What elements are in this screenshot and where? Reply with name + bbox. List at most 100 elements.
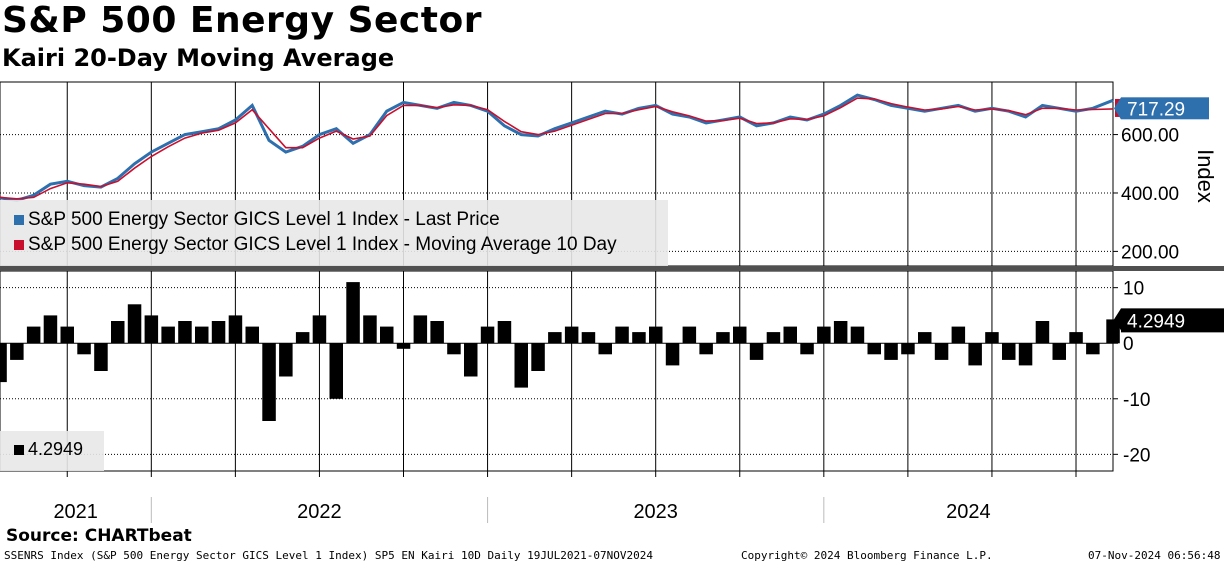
kairi-bar: [363, 315, 377, 344]
legend-item-price[interactable]: S&P 500 Energy Sector GICS Level 1 Index…: [14, 209, 500, 231]
kairi-legend: 4.2949: [0, 431, 104, 471]
legend-label-price: S&P 500 Energy Sector GICS Level 1 Index…: [28, 209, 500, 230]
price-ytick-label: 200.00: [1121, 242, 1179, 263]
kairi-bar: [77, 343, 91, 355]
legend-swatch-price: [14, 214, 24, 225]
moving-average-line: [0, 97, 1114, 200]
kairi-bar: [985, 332, 999, 344]
kairi-bar: [447, 343, 461, 355]
kairi-bar: [144, 315, 159, 344]
kairi-bar: [783, 326, 797, 344]
kairi-bar: [279, 343, 293, 377]
price-value-label: 717.29: [1127, 99, 1185, 120]
legend-swatch-kairi: [14, 445, 24, 456]
kairi-bar: [43, 315, 58, 344]
kairi-bar: [564, 326, 579, 344]
kairi-bar: [1035, 321, 1050, 344]
kairi-bar: [699, 343, 713, 355]
kairi-bar: [26, 326, 41, 344]
kairi-value-badge: [1121, 308, 1224, 333]
kairi-bar: [464, 343, 478, 377]
kairi-bar: [94, 343, 108, 371]
kairi-bar: [598, 343, 612, 355]
kairi-bar: [195, 326, 209, 344]
kairi-bar: [918, 332, 932, 344]
kairi-bar: [312, 315, 327, 344]
source-note: Source: CHARTbeat: [6, 526, 192, 546]
legend-label-kairi: 4.2949: [28, 439, 84, 459]
kairi-bar: [346, 282, 360, 344]
kairi-bar: [800, 343, 814, 355]
price-value-badge: [1121, 97, 1209, 120]
kairi-bar: [749, 343, 764, 360]
price-axis-label: Index: [1193, 149, 1218, 203]
kairi-bar: [951, 326, 966, 344]
kairi-ytick-label: 10: [1123, 279, 1144, 300]
price-legend: S&P 500 Energy Sector GICS Level 1 Index…: [0, 200, 668, 266]
kairi-bar: [817, 326, 831, 344]
kairi-bar: [1018, 343, 1033, 366]
kairi-value-pointer: [1114, 308, 1121, 331]
footer-timestamp: 07-Nov-2024 06:56:48: [1088, 549, 1221, 562]
legend-label-ma: S&P 500 Energy Sector GICS Level 1 Index…: [28, 234, 617, 255]
x-year-label: 2022: [297, 501, 342, 523]
kairi-bar: [1106, 319, 1120, 344]
kairi-bar: [111, 321, 125, 344]
chart-subtitle: Kairi 20-Day Moving Average: [2, 44, 395, 72]
price-value-pointer: [1114, 97, 1121, 120]
kairi-bar: [581, 332, 596, 344]
kairi-bar: [867, 343, 881, 355]
kairi-bar: [413, 315, 428, 344]
panel-separator: [0, 266, 1224, 271]
kairi-bar: [211, 321, 226, 344]
kairi-bar: [531, 343, 545, 371]
kairi-bar: [514, 343, 528, 388]
kairi-bar: [901, 343, 915, 355]
kairi-bar: [1002, 343, 1016, 360]
x-year-label: 2023: [633, 501, 678, 523]
kairi-bar: [60, 326, 74, 344]
kairi-bar: [665, 343, 680, 366]
kairi-bar: [884, 343, 898, 360]
kairi-panel-frame: [0, 270, 1114, 472]
price-ytick-label: 600.00: [1121, 126, 1179, 147]
kairi-bar: [430, 321, 444, 344]
kairi-ytick-label: -20: [1123, 445, 1150, 466]
kairi-bar: [10, 343, 24, 360]
kairi-bar: [632, 332, 646, 344]
x-year-label: 2024: [946, 501, 991, 523]
kairi-bar: [649, 326, 663, 344]
kairi-ytick-label: -10: [1123, 390, 1150, 411]
kairi-bar: [548, 332, 562, 344]
footer-description: SSENRS Index (S&P 500 Energy Sector GICS…: [4, 549, 654, 562]
kairi-bar: [329, 343, 343, 399]
x-year-label: 2021: [53, 501, 98, 523]
kairi-bar: [682, 326, 697, 344]
chart-title: S&P 500 Energy Sector: [2, 0, 482, 41]
kairi-bar: [396, 343, 411, 349]
kairi-bar: [161, 326, 175, 344]
kairi-bar: [716, 332, 730, 344]
kairi-value-label: 4.2949: [1127, 311, 1185, 332]
kairi-bar: [968, 343, 982, 366]
kairi-bar: [380, 326, 394, 344]
price-line: [0, 93, 1114, 202]
kairi-bar: [262, 343, 276, 421]
kairi-ytick-label: 0: [1123, 334, 1134, 355]
kairi-bar: [480, 326, 495, 344]
kairi-bar: [833, 321, 848, 344]
kairi-bar: [178, 321, 192, 344]
kairi-bar: [1052, 343, 1066, 360]
kairi-bar: [497, 321, 512, 344]
price-ytick-label: 400.00: [1121, 184, 1179, 205]
kairi-bar: [295, 332, 310, 344]
kairi-bar: [934, 343, 949, 360]
footer-copyright: Copyright© 2024 Bloomberg Finance L.P.: [741, 549, 993, 562]
kairi-bar: [615, 326, 629, 344]
legend-item-kairi[interactable]: 4.2949: [14, 439, 83, 460]
kairi-bar: [127, 304, 142, 344]
legend-item-ma[interactable]: S&P 500 Energy Sector GICS Level 1 Index…: [14, 234, 617, 256]
kairi-bar: [1086, 343, 1100, 355]
legend-swatch-ma: [14, 239, 24, 250]
